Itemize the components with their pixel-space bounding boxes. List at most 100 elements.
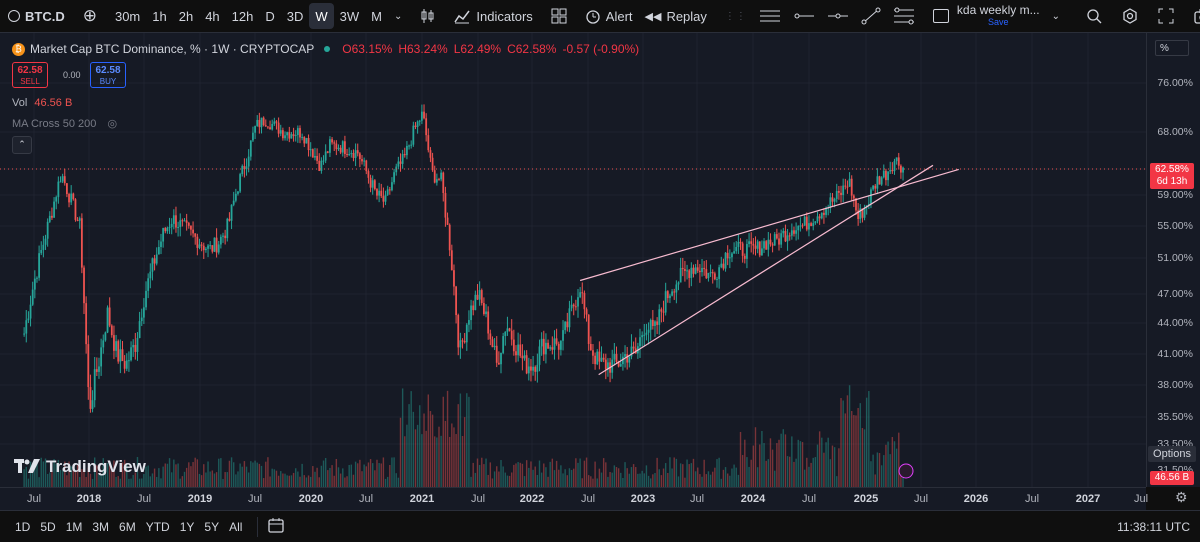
candle-body xyxy=(147,278,150,291)
volume-bar xyxy=(386,476,389,487)
volume-bar xyxy=(759,444,761,487)
interval-1h[interactable]: 1h xyxy=(152,8,167,24)
range-1d[interactable]: 1D xyxy=(15,519,31,534)
volume-bar xyxy=(87,467,89,487)
compare-button[interactable]: ⊕ xyxy=(77,3,103,29)
candle-body xyxy=(110,325,113,336)
horizontal-line-tool[interactable] xyxy=(821,3,855,29)
interval-12h[interactable]: 12h xyxy=(231,8,254,24)
volume-bar xyxy=(545,467,547,487)
layout-dropdown[interactable]: ⌄ xyxy=(1046,3,1066,29)
fullscreen-icon xyxy=(1158,8,1174,24)
candle-body xyxy=(80,218,83,268)
price-tick: 44.00% xyxy=(1157,317,1193,329)
date-range-button[interactable] xyxy=(268,517,285,536)
candle-body xyxy=(523,355,526,359)
candle-body xyxy=(444,193,447,218)
range-6m[interactable]: 6M xyxy=(119,519,136,534)
clock-timezone[interactable]: 11:38:11 UTC xyxy=(1117,519,1190,534)
interval-m[interactable]: M xyxy=(371,8,383,24)
range-3m[interactable]: 3M xyxy=(92,519,110,534)
price-axis[interactable]: % 76.00% 68.00% 59.00% 55.00% 51.00% 47.00% 44… xyxy=(1146,33,1200,487)
layout-button[interactable]: kda weekly m... Save xyxy=(927,1,1046,31)
range-1y[interactable]: 1Y xyxy=(179,519,195,534)
symbol-search[interactable]: BTC.D xyxy=(0,3,71,29)
interval-dropdown[interactable]: ⌄ xyxy=(388,3,408,29)
drag-handle[interactable]: ⋮⋮ xyxy=(719,3,753,29)
templates-button[interactable] xyxy=(545,3,573,29)
chart-type-button[interactable] xyxy=(414,3,442,29)
volume-bar xyxy=(859,403,861,487)
options-button[interactable]: Options xyxy=(1148,446,1196,462)
volume-bar xyxy=(297,471,299,487)
volume-bar xyxy=(530,461,532,487)
candle-body xyxy=(406,145,408,156)
candle-body xyxy=(423,111,425,119)
chart-pane[interactable] xyxy=(0,33,1146,487)
interval-2h[interactable]: 2h xyxy=(178,8,194,24)
axis-settings-button[interactable]: ⚙ xyxy=(1175,489,1188,506)
volume-bar xyxy=(412,411,415,487)
candle-body xyxy=(763,241,765,249)
candle-body xyxy=(547,342,549,349)
time-axis[interactable]: Jul 2018 Jul 2019 Jul 2020 Jul 2021 Jul 2022 Jul 20… xyxy=(0,487,1148,510)
candle-body xyxy=(36,277,38,279)
indicators-button[interactable]: Indicators xyxy=(448,3,538,29)
interval-4h[interactable]: 4h xyxy=(205,8,220,24)
ma-cross-legend[interactable]: MA Cross 50 200 ◎ xyxy=(12,117,117,130)
alert-button[interactable]: Alert xyxy=(579,3,639,29)
axis-unit-button[interactable]: % xyxy=(1155,40,1189,56)
volume-bar xyxy=(196,459,199,487)
candle-body xyxy=(581,292,584,294)
volume-bar xyxy=(688,464,690,487)
range-5d[interactable]: 5D xyxy=(40,519,56,534)
interval-3w[interactable]: 3W xyxy=(339,8,360,24)
candle-body xyxy=(119,349,122,362)
candle-body xyxy=(187,222,190,226)
ray-tool[interactable] xyxy=(787,3,821,29)
candle-body xyxy=(294,135,297,137)
interval-30m[interactable]: 30m xyxy=(114,8,141,24)
candle-body xyxy=(371,180,374,188)
volume-bar xyxy=(380,463,382,487)
alarm-clock-icon xyxy=(586,10,600,24)
range-5y[interactable]: 5Y xyxy=(204,519,220,534)
series-title[interactable]: Market Cap BTC Dominance, % · 1W · CRYPT… xyxy=(30,42,315,56)
collapse-legend-button[interactable]: ⌃ xyxy=(12,136,32,154)
trendline-icon xyxy=(861,7,881,25)
interval-w[interactable]: W xyxy=(309,3,334,29)
quick-search-button[interactable] xyxy=(1080,3,1108,29)
volume-bar xyxy=(789,456,791,487)
interval-3d[interactable]: 3D xyxy=(286,8,304,24)
fullscreen-button[interactable] xyxy=(1152,3,1180,29)
volume-legend[interactable]: Vol 46.56 B xyxy=(12,97,72,109)
candle-body xyxy=(476,294,479,300)
range-ytd[interactable]: YTD xyxy=(145,519,170,534)
horizontal-lines-tool[interactable] xyxy=(753,3,787,29)
range-1m[interactable]: 1M xyxy=(65,519,83,534)
candle-body xyxy=(696,267,699,271)
volume-bar xyxy=(898,432,900,487)
candle-body xyxy=(842,185,845,196)
snapshot-button[interactable] xyxy=(1188,3,1200,29)
range-all[interactable]: All xyxy=(229,519,243,534)
parallel-channel-tool[interactable] xyxy=(887,3,921,29)
candle-body xyxy=(577,297,579,307)
candle-body xyxy=(534,366,537,372)
buy-button[interactable]: 62.58 BUY xyxy=(90,62,126,88)
candle-body xyxy=(408,145,410,147)
candle-body xyxy=(42,244,45,250)
candle-body xyxy=(234,193,237,201)
volume-bar xyxy=(692,458,695,487)
volume-bar xyxy=(598,468,601,487)
candle-body xyxy=(624,354,626,357)
settings-button[interactable] xyxy=(1116,3,1144,29)
interval-d[interactable]: D xyxy=(265,8,275,24)
volume-bar xyxy=(414,429,417,487)
volume-bar xyxy=(318,477,320,487)
replay-button[interactable]: ◀◀ Replay xyxy=(639,3,713,29)
sell-button[interactable]: 62.58 SELL xyxy=(12,62,48,88)
price-chart[interactable] xyxy=(0,33,1146,487)
volume-bar xyxy=(83,470,85,487)
trendline-tool[interactable] xyxy=(855,3,887,29)
